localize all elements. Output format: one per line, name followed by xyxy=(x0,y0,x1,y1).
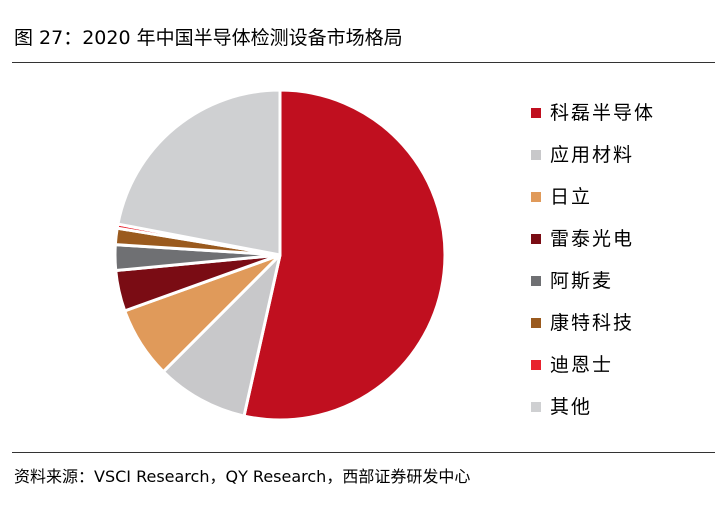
legend-label-2: 日立 xyxy=(550,186,593,208)
source-note: 资料来源：VSCI Research，QY Research，西部证券研发中心 xyxy=(14,467,471,486)
legend-item-1: 应用材料 xyxy=(531,134,721,176)
legend-swatch-1 xyxy=(531,150,541,160)
legend-item-2: 日立 xyxy=(531,176,721,218)
legend-label-7: 其他 xyxy=(550,396,593,418)
legend-item-5: 康特科技 xyxy=(531,302,721,344)
legend-swatch-4 xyxy=(531,276,541,286)
pie-slices xyxy=(113,88,447,422)
top-divider xyxy=(12,62,715,63)
legend-label-0: 科磊半导体 xyxy=(550,102,656,124)
legend-swatch-5 xyxy=(531,318,541,328)
legend-label-1: 应用材料 xyxy=(550,144,635,166)
bottom-divider xyxy=(12,452,715,453)
legend-label-4: 阿斯麦 xyxy=(550,270,614,292)
legend-swatch-0 xyxy=(531,108,541,118)
legend-item-7: 其他 xyxy=(531,386,721,428)
pie-slice-1 xyxy=(161,253,282,418)
legend-item-4: 阿斯麦 xyxy=(531,260,721,302)
legend-swatch-3 xyxy=(531,234,541,244)
legend-label-6: 迪恩士 xyxy=(550,354,614,376)
chart-legend: 科磊半导体应用材料日立雷泰光电阿斯麦康特科技迪恩士其他 xyxy=(531,92,721,428)
pie-slice-0 xyxy=(242,88,447,422)
legend-item-6: 迪恩士 xyxy=(531,344,721,386)
legend-swatch-7 xyxy=(531,402,541,412)
legend-label-3: 雷泰光电 xyxy=(550,228,635,250)
pie-slice-7 xyxy=(116,88,282,257)
legend-item-0: 科磊半导体 xyxy=(531,92,721,134)
figure-title: 图 27：2020 年中国半导体检测设备市场格局 xyxy=(14,27,403,49)
legend-swatch-6 xyxy=(531,360,541,370)
legend-item-3: 雷泰光电 xyxy=(531,218,721,260)
legend-swatch-2 xyxy=(531,192,541,202)
legend-label-5: 康特科技 xyxy=(550,312,635,334)
